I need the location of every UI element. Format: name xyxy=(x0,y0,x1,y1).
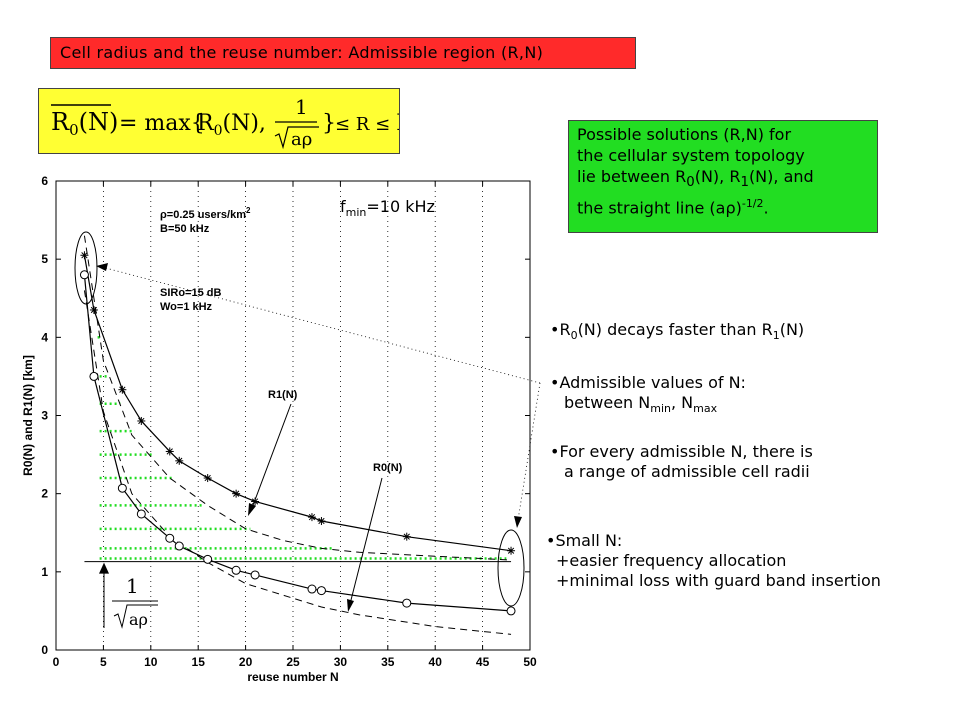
x-tick-label: 15 xyxy=(192,655,206,669)
slide-title: Cell radius and the reuse number: Admiss… xyxy=(50,37,636,69)
formula-max: = max{ xyxy=(119,111,205,136)
r0-point xyxy=(316,586,326,596)
r0-point xyxy=(89,371,99,381)
r1-point xyxy=(137,416,146,425)
x-tick-label: 0 xyxy=(53,655,60,669)
r0-point xyxy=(231,565,241,575)
r0-point xyxy=(117,483,127,493)
solution-note: Possible solutions (R,N) for the cellula… xyxy=(568,120,878,233)
y-tick-label: 6 xyxy=(41,174,48,188)
formula-frac-den: aρ xyxy=(291,129,312,150)
y-tick-label: 0 xyxy=(41,643,48,657)
solution-line-4: the straight line (aρ)-1/2. xyxy=(577,197,769,218)
y-tick-label: 4 xyxy=(41,330,48,344)
r1-point xyxy=(118,385,127,394)
x-axis-label: reuse number N xyxy=(247,670,338,684)
r0-point xyxy=(165,533,175,543)
x-tick-label: 25 xyxy=(286,655,300,669)
x-tick-label: 50 xyxy=(523,655,537,669)
inv-arrow-head xyxy=(99,562,109,574)
r1-point xyxy=(507,546,516,555)
x-tick-label: 45 xyxy=(476,655,490,669)
label-r1: R1(N) xyxy=(268,389,298,401)
series-dashed-lower xyxy=(83,290,512,635)
bullet-small-n: •Small N: +easier frequency allocation +… xyxy=(546,531,881,590)
r1-point xyxy=(89,305,98,314)
nmax-ellipse xyxy=(497,529,525,607)
y-tick-label: 1 xyxy=(41,565,48,579)
formula-frac-num: 1 xyxy=(295,95,308,119)
param-bandwidth: B=50 kHz xyxy=(160,223,210,235)
r1-point xyxy=(317,517,326,526)
formula-close: } xyxy=(322,111,336,136)
inv-frac-sqrt xyxy=(113,604,158,629)
series-dashed-upper xyxy=(83,235,512,561)
r0-point xyxy=(174,541,184,551)
series-line-r1 xyxy=(83,255,512,552)
y-axis-label: R0(N) and R1(N) [km] xyxy=(21,355,35,476)
bullet-decay: •R0(N) decays faster than R1(N) xyxy=(550,320,805,343)
param-siro: SIRo=15 dB xyxy=(160,287,221,299)
solution-line-1: Possible solutions (R,N) for xyxy=(577,125,792,144)
r0-point xyxy=(203,554,213,564)
inv-frac-num: 1 xyxy=(126,574,139,598)
x-tick-label: 30 xyxy=(334,655,348,669)
bullet-admissible-n: •Admissible values of N: between Nmin, N… xyxy=(550,373,746,416)
fmin-label: fmin=10 kHz xyxy=(340,197,435,220)
inv-frac-den: aρ xyxy=(129,610,148,629)
arrow-r0-line xyxy=(349,477,383,605)
r1-point xyxy=(307,513,316,522)
bullet-cell-radii: •For every admissible N, there is a rang… xyxy=(550,442,813,481)
r0-point xyxy=(136,509,146,519)
r1-point xyxy=(232,489,241,498)
pointer-nmin-head xyxy=(96,263,108,271)
r0-point xyxy=(250,570,260,580)
formula-sqrt xyxy=(274,126,319,150)
solution-line-2: the cellular system topology xyxy=(577,146,805,165)
r1-point xyxy=(165,447,174,456)
formula-r0: R0(N), xyxy=(197,111,266,139)
r1-point xyxy=(203,474,212,483)
r1-point xyxy=(402,532,411,541)
pointer-nmax-head xyxy=(514,516,522,528)
r1-point xyxy=(80,251,89,260)
param-wo: Wo=1 kHz xyxy=(160,301,213,313)
arrow-r0-head xyxy=(347,599,354,612)
series-line-r0 xyxy=(83,274,512,612)
arrow-r1-head xyxy=(248,503,256,516)
r0-point xyxy=(79,270,89,280)
pointer-nmax xyxy=(517,382,541,521)
x-tick-label: 5 xyxy=(100,655,107,669)
r0-point xyxy=(307,584,317,594)
pointer-nmin xyxy=(101,266,541,384)
y-tick-label: 2 xyxy=(41,487,48,501)
formula-lhs: R0(N) xyxy=(51,108,118,139)
x-tick-label: 35 xyxy=(381,655,395,669)
x-tick-label: 40 xyxy=(429,655,443,669)
x-tick-label: 20 xyxy=(239,655,253,669)
arrow-r1-line xyxy=(251,403,292,509)
r0-point xyxy=(506,606,516,616)
r1-point xyxy=(175,456,184,465)
formula-bounds: ≤ R ≤ xyxy=(335,114,390,135)
nmin-ellipse xyxy=(74,231,98,305)
y-tick-label: 5 xyxy=(41,252,48,266)
label-r0: R0(N) xyxy=(373,462,403,474)
x-tick-label: 10 xyxy=(144,655,158,669)
solution-line-3: lie between R0(N), R1(N), and xyxy=(577,167,814,191)
y-tick-label: 3 xyxy=(41,409,48,423)
param-rho: ρ=0.25 users/km2 xyxy=(160,206,251,221)
r0-point xyxy=(402,598,412,608)
